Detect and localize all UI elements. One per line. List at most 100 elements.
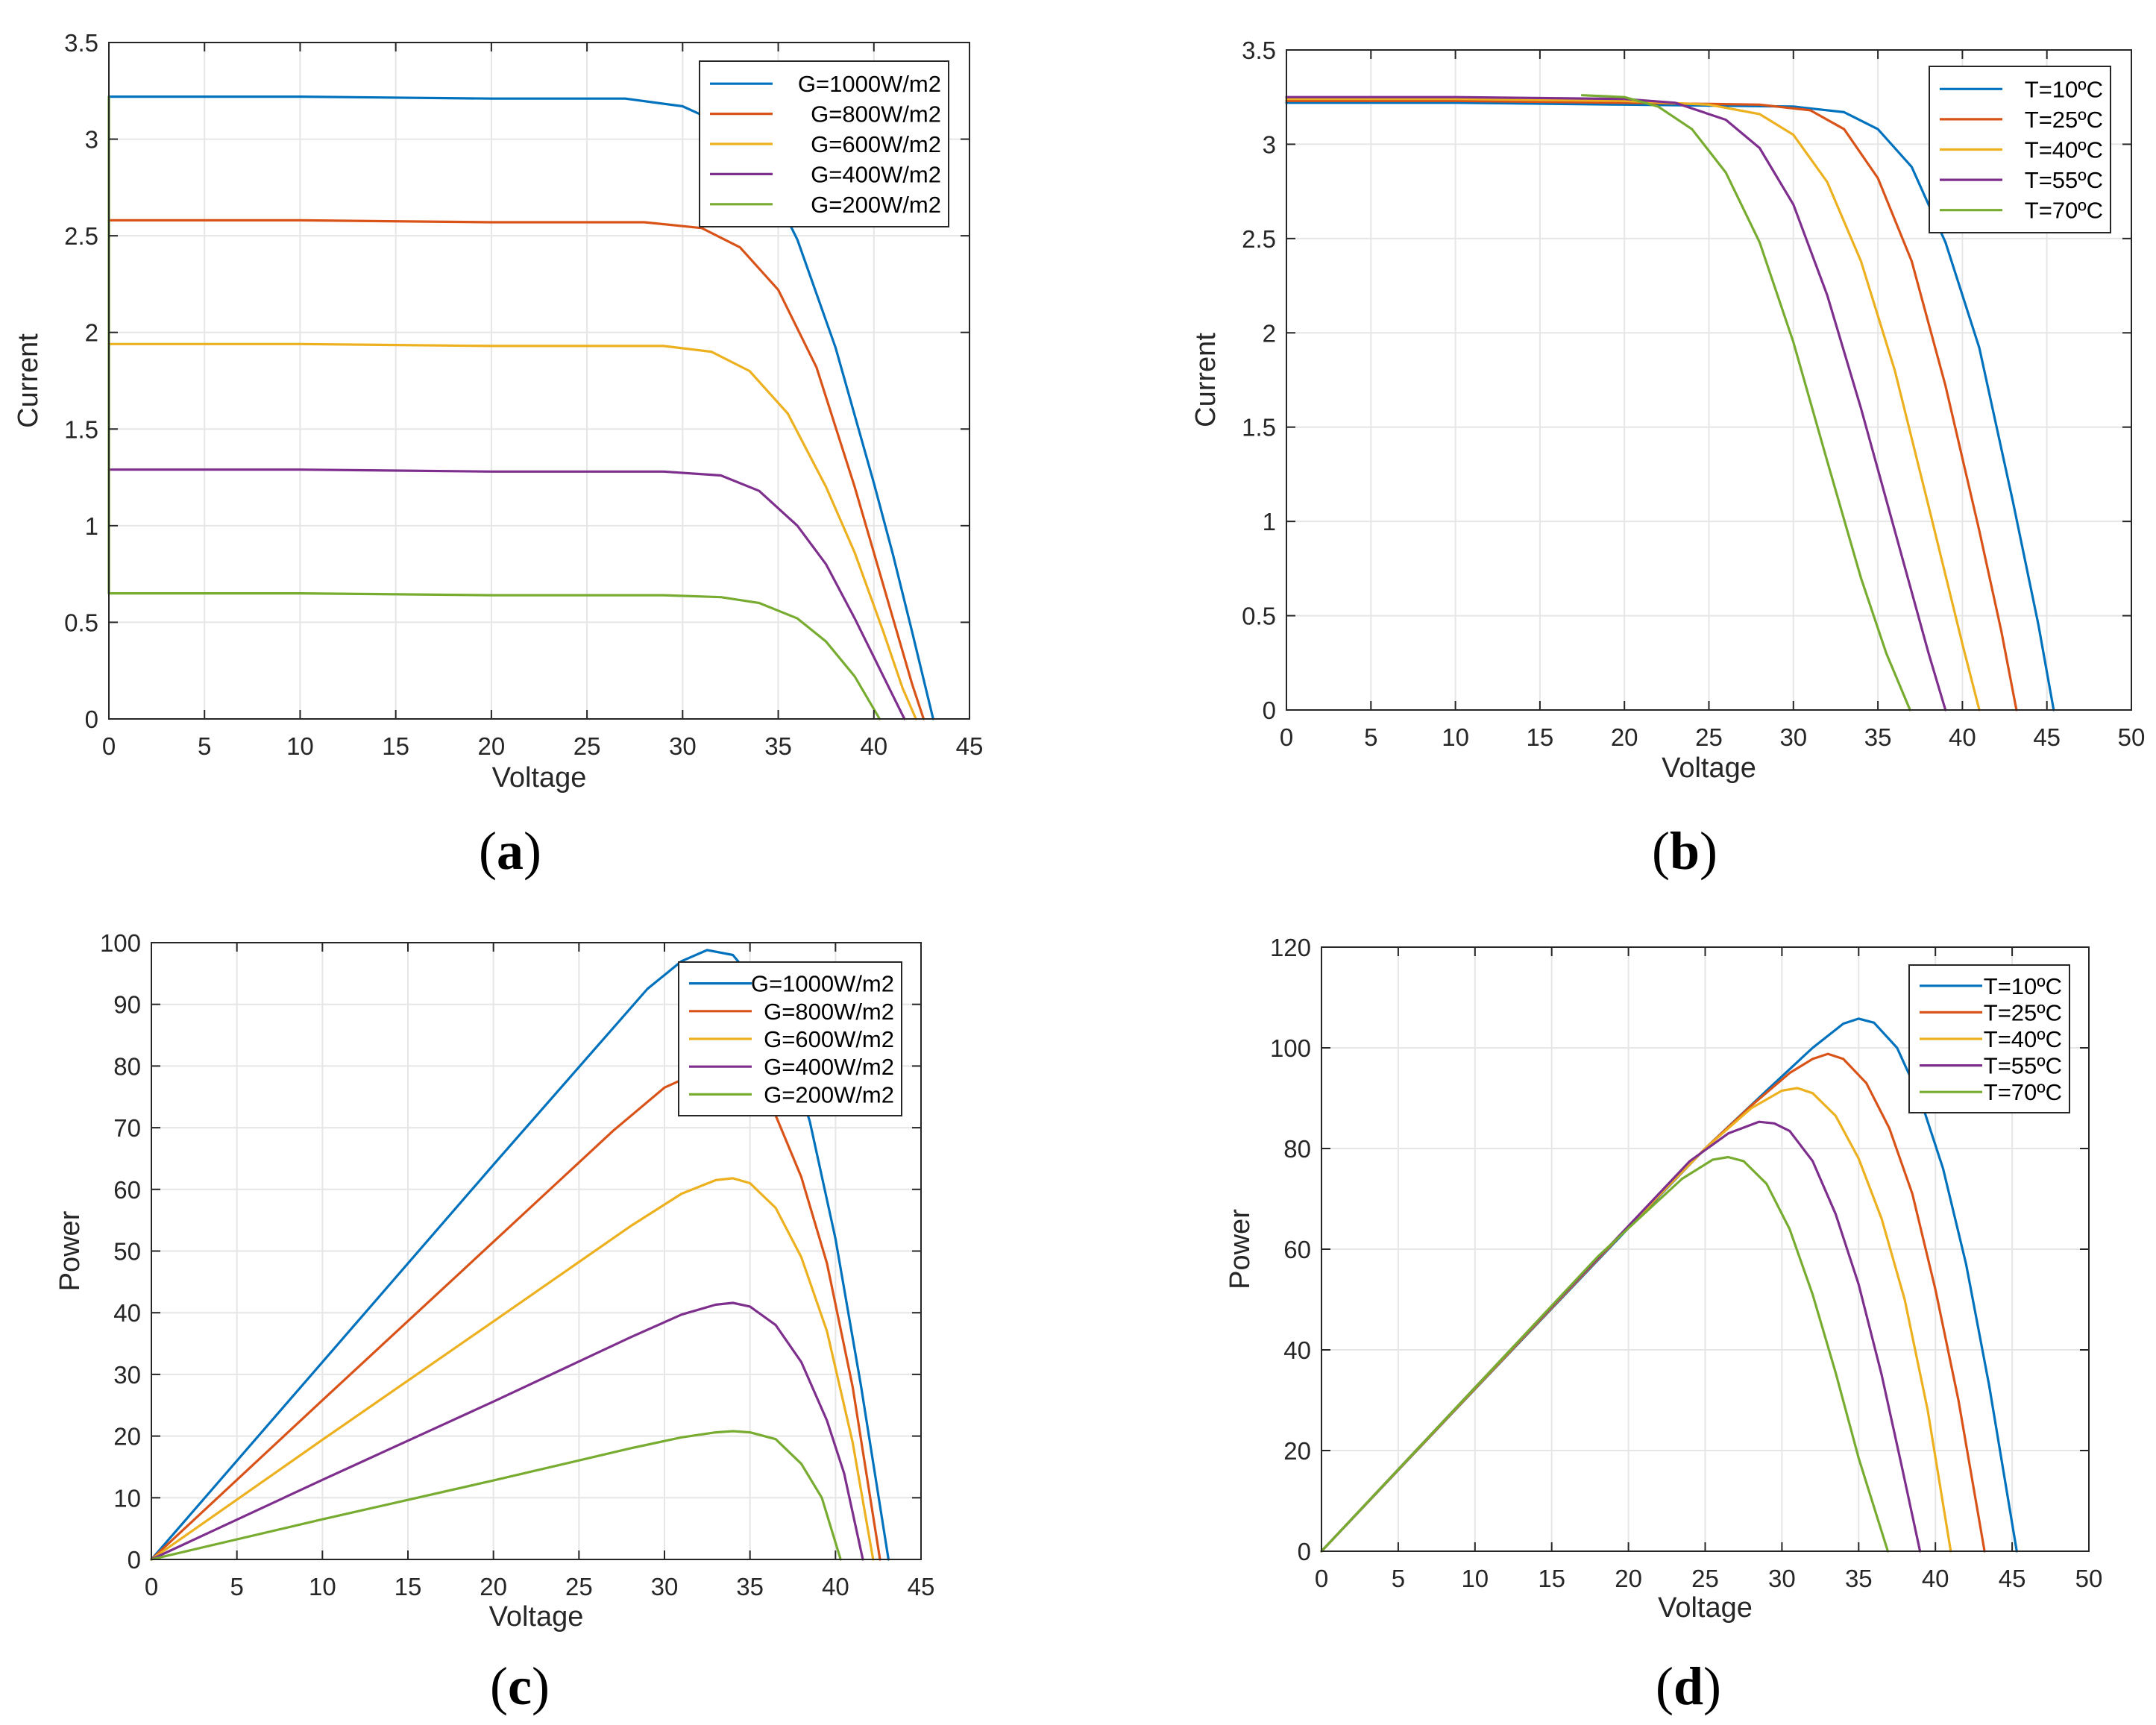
y-tick-label: 0.5 <box>64 609 98 636</box>
caption-b-letter: b <box>1669 821 1700 881</box>
x-tick-label: 40 <box>860 732 887 760</box>
y-tick-label: 1.5 <box>1242 414 1276 442</box>
x-tick-label: 20 <box>1611 723 1638 751</box>
x-tick-label: 50 <box>2118 723 2146 751</box>
caption-d-letter: d <box>1673 1656 1704 1716</box>
x-tick-label: 10 <box>1461 1565 1489 1592</box>
x-tick-label: 45 <box>908 1573 935 1600</box>
x-tick-label: 45 <box>2033 723 2061 751</box>
ticks-b: 0 5 10 15 20 25 30 35 40 45 50 0 0.5 1 1.5 2 2.5 3 3.5 <box>1242 37 2145 751</box>
x-tick-label: 30 <box>651 1573 679 1600</box>
x-tick-label: 35 <box>1845 1565 1873 1592</box>
legend-label: T=55ºC <box>1984 1053 2062 1079</box>
x-tick-label: 25 <box>573 732 601 760</box>
x-tick-label: 40 <box>1922 1565 1949 1592</box>
x-tick-label: 20 <box>478 732 506 760</box>
series-line-d-4 <box>1320 1120 1922 1553</box>
x-tick-label: 0 <box>145 1573 158 1600</box>
y-tick-label: 2.5 <box>64 222 98 250</box>
y-tick-label: 0 <box>128 1546 141 1574</box>
y-tick-label: 30 <box>113 1361 141 1389</box>
y-axis-label-d: Power <box>1225 1209 1256 1289</box>
legend-label: T=10ºC <box>2025 76 2103 102</box>
y-tick-label: 3.5 <box>1242 37 1276 64</box>
legend-label: T=10ºC <box>1984 973 2062 999</box>
caption-a: (a) <box>479 821 541 881</box>
series-line-a-3 <box>107 342 917 720</box>
y-tick-label: 70 <box>113 1114 141 1142</box>
series-line-b-1 <box>1285 101 2055 711</box>
caption-d: (d) <box>1655 1656 1721 1716</box>
y-tick-label: 2 <box>1263 319 1276 347</box>
x-axis-label-a: Voltage <box>492 762 587 794</box>
chart-panel-a: 0 5 10 15 20 25 30 35 40 45 0 0.5 1 1.5 2 2.5 3 3.5 Voltag… <box>0 0 1078 862</box>
y-tick-label: 80 <box>1283 1135 1311 1163</box>
ticks-a: 0 5 10 15 20 25 30 35 40 45 0 0.5 1 1.5 2 2.5 3 3.5 <box>64 29 983 760</box>
legend-label: T=40ºC <box>2025 137 2103 163</box>
x-tick-label: 30 <box>669 732 697 760</box>
series-line-c-4 <box>150 1301 864 1561</box>
x-tick-label: 0 <box>1280 723 1293 751</box>
y-axis-label-b: Current <box>1190 333 1222 427</box>
x-tick-label: 10 <box>1442 723 1469 751</box>
chart-panel-c: 0 5 10 15 20 25 30 35 40 45 0 10 20 30 40 50 60 70 80 90 100… <box>0 887 1078 1725</box>
x-tick-label: 5 <box>230 1573 243 1600</box>
series-line-c-3 <box>150 1177 875 1561</box>
y-tick-label: 40 <box>113 1299 141 1327</box>
ticks-d: 0 5 10 15 20 25 30 35 40 45 50 0 20 40 60 80 100 120 <box>1270 934 2102 1592</box>
y-tick-label: 100 <box>1270 1034 1311 1062</box>
chart-b-svg: 0 5 10 15 20 25 30 35 40 45 50 0 0.5 1 1.5 2 2.5 3 3.5 Volt… <box>1190 37 2145 784</box>
y-tick-label: 2.5 <box>1242 225 1276 253</box>
chart-c-svg: 0 5 10 15 20 25 30 35 40 45 0 10 20 30 40 50 60 70 80 90 100… <box>54 929 935 1633</box>
x-tick-label: 15 <box>1527 723 1554 751</box>
series-line-c-1 <box>150 949 890 1561</box>
y-tick-label: 100 <box>100 929 141 957</box>
x-tick-label: 20 <box>1615 1565 1642 1592</box>
legend-label: T=25ºC <box>2025 107 2103 133</box>
legend-label: T=70ºC <box>2025 198 2103 224</box>
y-tick-label: 10 <box>113 1484 141 1512</box>
y-axis-label-a: Current <box>13 333 44 428</box>
legend-label: G=1000W/m2 <box>751 971 894 997</box>
x-tick-label: 20 <box>480 1573 507 1600</box>
series-line-c-5 <box>150 1430 842 1561</box>
x-axis-label-d: Voltage <box>1658 1592 1753 1624</box>
x-tick-label: 40 <box>822 1573 849 1600</box>
x-tick-label: 35 <box>764 732 792 760</box>
x-tick-label: 30 <box>1779 723 1807 751</box>
x-tick-label: 25 <box>1695 723 1723 751</box>
series-group-c <box>150 949 890 1561</box>
y-tick-label: 0 <box>85 706 98 733</box>
y-tick-label: 3 <box>1263 131 1276 158</box>
x-tick-label: 45 <box>956 732 984 760</box>
legend-label: T=40ºC <box>1984 1026 2062 1052</box>
y-tick-label: 60 <box>1283 1236 1311 1263</box>
y-tick-label: 0.5 <box>1242 603 1276 630</box>
caption-a-letter: a <box>497 821 524 881</box>
x-tick-label: 15 <box>395 1573 422 1600</box>
chart-d-svg: 0 5 10 15 20 25 30 35 40 45 50 0 20 40 60 80 100 120 Volta… <box>1225 934 2102 1624</box>
x-tick-label: 10 <box>309 1573 336 1600</box>
y-tick-label: 1.5 <box>64 415 98 443</box>
legend-label: G=400W/m2 <box>764 1054 894 1080</box>
legend-label: T=55ºC <box>2025 167 2103 193</box>
x-tick-label: 0 <box>102 732 116 760</box>
chart-panel-d: 0 5 10 15 20 25 30 35 40 45 50 0 20 40 60 80 100 120 Volta… <box>1078 887 2156 1725</box>
x-tick-label: 45 <box>1999 1565 2026 1592</box>
x-tick-label: 0 <box>1315 1565 1328 1592</box>
legend-label: G=800W/m2 <box>811 101 941 128</box>
legend-label: T=70ºC <box>1984 1079 2062 1105</box>
y-tick-label: 3.5 <box>64 29 98 57</box>
x-tick-label: 5 <box>198 732 211 760</box>
x-tick-label: 30 <box>1768 1565 1796 1592</box>
series-line-b-2 <box>1285 99 2018 711</box>
series-line-a-4 <box>107 468 906 720</box>
legend-label: G=800W/m2 <box>764 999 894 1025</box>
x-tick-label: 25 <box>1691 1565 1719 1592</box>
y-tick-label: 1 <box>85 512 98 540</box>
series-line-b-3 <box>1285 98 1981 711</box>
legend-label: G=600W/m2 <box>811 131 941 157</box>
x-tick-label: 50 <box>2075 1565 2103 1592</box>
legend-c: G=1000W/m2G=800W/m2G=600W/m2G=400W/m2G=2… <box>678 961 902 1116</box>
